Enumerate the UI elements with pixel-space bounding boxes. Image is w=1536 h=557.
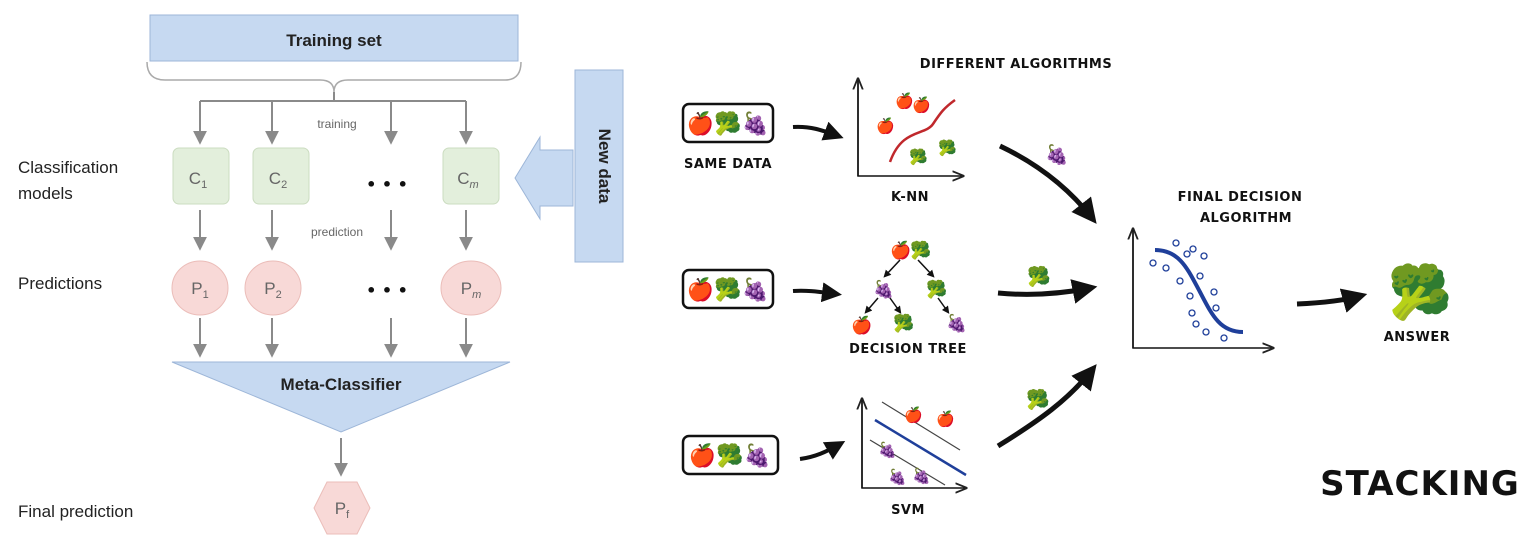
arrow-tree-final xyxy=(997,279,1098,304)
final-decision-label-1: FINAL DECISION xyxy=(1178,190,1303,205)
new-data-arrow xyxy=(514,135,574,221)
row-label-final-prediction: Final prediction xyxy=(18,502,133,521)
svg-text:🍇: 🍇 xyxy=(912,467,931,485)
svm-label: SVM xyxy=(891,503,925,518)
stacking-title: STACKING xyxy=(1320,464,1520,504)
tree-output-broccoli: 🥦 xyxy=(1027,265,1051,288)
svg-text:Pm: Pm xyxy=(461,279,482,301)
svg-text:Cm: Cm xyxy=(457,169,478,191)
meta-classifier-label: Meta-Classifier xyxy=(281,375,402,394)
row-label-classification-2: models xyxy=(18,184,73,203)
svg-text:🥦: 🥦 xyxy=(909,147,928,166)
arrow-data2-tree xyxy=(792,282,842,303)
svg-text:🍎: 🍎 xyxy=(851,315,872,336)
data-box-3-fruits: 🍎🥦🍇 xyxy=(689,442,771,469)
svg-text:🍎: 🍎 xyxy=(876,116,895,135)
prediction-pm: Pm xyxy=(440,260,502,316)
arrow-knn-final xyxy=(998,143,1097,224)
svg-text:🍎: 🍎 xyxy=(936,409,955,428)
training-distribution-line xyxy=(200,92,466,102)
prediction-p2: P2 xyxy=(244,260,302,316)
svg-text:🥦: 🥦 xyxy=(910,240,931,261)
svg-text:🥦: 🥦 xyxy=(938,138,957,157)
svg-text:P1: P1 xyxy=(191,279,208,301)
final-prediction-hexagon: Pf xyxy=(313,481,371,535)
svg-text:C2: C2 xyxy=(269,169,287,191)
knn-decision-curve xyxy=(888,98,956,163)
classifier-ellipsis: • • • xyxy=(366,175,408,194)
data-box-1 xyxy=(681,102,775,144)
arrow-data1-knn xyxy=(792,121,844,141)
decision-tree-sketch: 🍎 🥦 🍇 🥦 🍎 🥦 🍇 xyxy=(851,240,967,336)
classifier-c1: C1 xyxy=(172,147,230,205)
row-label-predictions: Predictions xyxy=(18,274,102,293)
svm-output-broccoli: 🥦 xyxy=(1026,388,1050,411)
final-decision-label-2: ALGORITHM xyxy=(1200,211,1292,226)
svg-text:P2: P2 xyxy=(264,279,281,301)
arrow-final-answer xyxy=(1296,288,1368,313)
new-data-box xyxy=(574,69,624,263)
answer-label: ANSWER xyxy=(1384,330,1451,345)
svg-text:🍎: 🍎 xyxy=(904,405,923,424)
same-data-label: SAME DATA xyxy=(684,157,772,172)
row-label-classification-1: Classification xyxy=(18,158,118,177)
classifier-cm: Cm xyxy=(442,147,500,205)
data-box-2-fruits: 🍎🥦🍇 xyxy=(687,276,769,303)
svg-text:🥦: 🥦 xyxy=(893,313,914,334)
svg-text:🍇: 🍇 xyxy=(873,279,894,300)
decision-tree-label: DECISION TREE xyxy=(849,342,967,357)
right-stacking-sketch: DIFFERENT ALGORITHMS 🍎🥦🍇 SAME DATA 🍎 🍎 🍎… xyxy=(681,57,1520,518)
answer-broccoli: 🥦 xyxy=(1388,261,1453,323)
arrow-svm-final xyxy=(996,364,1097,449)
svg-text:🍇: 🍇 xyxy=(878,441,897,459)
classifier-c2: C2 xyxy=(252,147,310,205)
prediction-p1: P1 xyxy=(171,260,229,316)
svg-text:🍎: 🍎 xyxy=(895,91,914,110)
training-set-label: Training set xyxy=(286,31,382,50)
data-box-1-fruits: 🍎🥦🍇 xyxy=(687,110,769,137)
training-set-box xyxy=(149,14,519,62)
svg-text:🥦: 🥦 xyxy=(926,279,947,300)
meta-classifier-triangle xyxy=(171,361,511,433)
knn-plot: 🍎 🍎 🍎 🥦 🥦 xyxy=(858,78,962,176)
knn-label: K-NN xyxy=(891,190,929,205)
svg-text:🍎: 🍎 xyxy=(912,95,931,114)
prediction-ellipsis: • • • xyxy=(366,281,408,300)
data-box-2 xyxy=(681,268,775,310)
data-box-3 xyxy=(681,434,780,476)
svg-text:🍇: 🍇 xyxy=(946,313,967,334)
training-annotation: training xyxy=(317,117,356,131)
sigmoid-curve xyxy=(1154,248,1244,334)
svg-text:Pf: Pf xyxy=(335,499,350,521)
prediction-annotation: prediction xyxy=(311,225,363,239)
knn-output-grapes: 🍇 xyxy=(1045,143,1069,166)
new-data-label: New data xyxy=(595,129,614,204)
final-decision-plot xyxy=(1133,228,1272,348)
svm-plot: 🍎 🍎 🍇 🍇 🍇 xyxy=(862,398,966,488)
svg-text:🍇: 🍇 xyxy=(888,468,907,486)
left-stacking-flow: Training set training Classification mod… xyxy=(18,14,624,535)
different-algorithms-title: DIFFERENT ALGORITHMS xyxy=(920,57,1112,72)
svg-text:🍎: 🍎 xyxy=(890,240,911,261)
arrow-data3-svm xyxy=(799,441,846,461)
training-brace xyxy=(146,61,522,93)
svg-text:C1: C1 xyxy=(189,169,207,191)
